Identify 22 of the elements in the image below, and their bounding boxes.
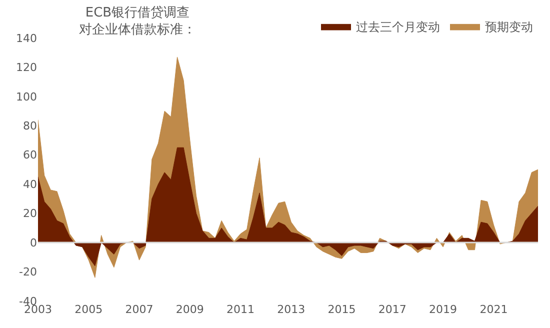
y-tick-label: 0 xyxy=(30,236,37,250)
y-tick-label: 100 xyxy=(16,90,37,104)
x-tick-label: 2007 xyxy=(125,303,154,316)
y-tick-label: -20 xyxy=(19,266,37,279)
y-tick-label: 20 xyxy=(23,207,37,220)
legend-label: 过去三个月变动 xyxy=(356,20,440,34)
x-tick-label: 2011 xyxy=(226,303,255,316)
y-tick-label: 40 xyxy=(23,178,37,191)
x-tick-label: 2021 xyxy=(480,303,508,316)
x-tick-label: 2019 xyxy=(429,303,458,316)
legend-label: 预期变动 xyxy=(485,20,533,34)
y-tick-label: 140 xyxy=(16,32,37,45)
chart-title: ECB银行借贷调查对企业体借款标准： xyxy=(79,5,196,38)
x-tick-label: 2017 xyxy=(378,303,406,316)
y-tick-label: 120 xyxy=(16,61,37,74)
x-tick-label: 2003 xyxy=(24,303,52,316)
x-tick-label: 2015 xyxy=(328,303,356,316)
x-tick-label: 2013 xyxy=(277,303,306,316)
x-tick-label: 2009 xyxy=(176,303,204,316)
y-tick-label: 60 xyxy=(23,148,37,162)
y-tick-label: 80 xyxy=(23,120,37,133)
x-tick-label: 2005 xyxy=(74,303,103,316)
